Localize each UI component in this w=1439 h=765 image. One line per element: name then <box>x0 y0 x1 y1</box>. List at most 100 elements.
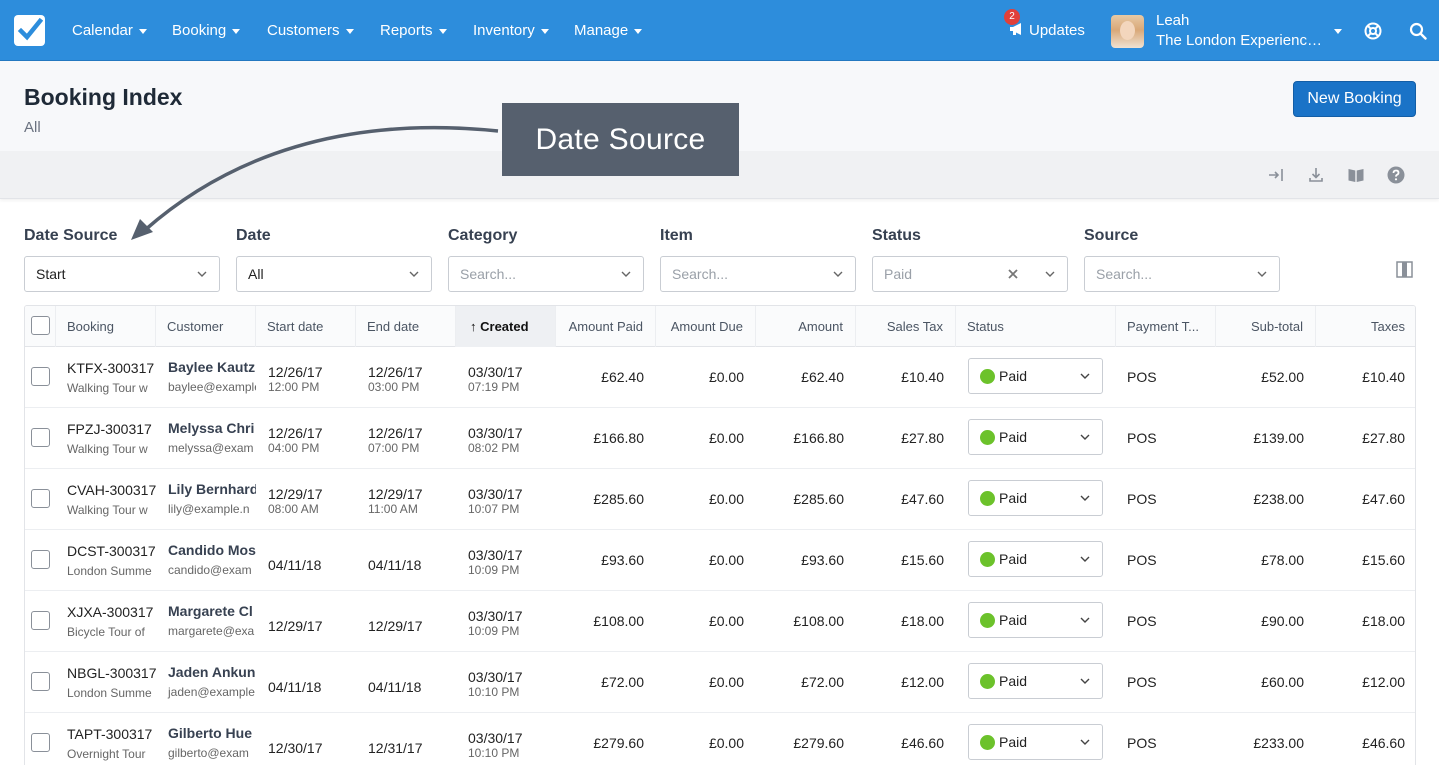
booking-id[interactable]: TAPT-300317 <box>67 726 153 742</box>
chevron-down-icon <box>1080 678 1090 684</box>
booking-id[interactable]: FPZJ-300317 <box>67 421 152 437</box>
booking-cell[interactable]: CVAH-300317 Walking Tour w <box>56 469 156 530</box>
booking-cell[interactable]: XJXA-300317 Bicycle Tour of <box>56 591 156 652</box>
column-booking[interactable]: Booking <box>56 306 156 347</box>
nav-manage[interactable]: Manage <box>574 22 643 39</box>
booking-cell[interactable]: KTFX-300317 Walking Tour w <box>56 347 156 408</box>
user-company[interactable]: The London Experienc… <box>1156 32 1322 49</box>
customer-name[interactable]: Gilberto Hue <box>168 725 253 741</box>
columns-icon[interactable] <box>1396 261 1413 278</box>
row-checkbox[interactable] <box>31 428 50 447</box>
status-select[interactable]: Paid <box>968 541 1103 577</box>
booking-id[interactable]: CVAH-300317 <box>67 482 156 498</box>
item-select[interactable]: Search... <box>660 256 856 292</box>
sign-in-icon[interactable] <box>1267 166 1285 184</box>
status-select[interactable]: Paid <box>968 419 1103 455</box>
download-icon[interactable] <box>1307 166 1325 184</box>
column-payment-type[interactable]: Payment T... <box>1116 306 1216 347</box>
customer-name[interactable]: Lily Bernhard <box>168 481 256 497</box>
source-select[interactable]: Search... <box>1084 256 1280 292</box>
customer-cell[interactable]: Candido Mos candido@exam <box>156 530 256 591</box>
column-amount-due[interactable]: Amount Due <box>656 306 756 347</box>
nav-reports[interactable]: Reports <box>380 22 447 39</box>
date-source-select[interactable]: Start <box>24 256 220 292</box>
table-row[interactable]: CVAH-300317 Walking Tour w Lily Bernhard… <box>25 469 1415 530</box>
customer-name[interactable]: Baylee Kautz <box>168 359 256 375</box>
new-booking-button[interactable]: New Booking <box>1293 81 1416 117</box>
select-all-checkbox[interactable] <box>31 316 50 335</box>
row-select-cell <box>25 652 56 713</box>
row-checkbox[interactable] <box>31 489 50 508</box>
source-placeholder: Search... <box>1096 266 1153 282</box>
status-filter-select[interactable]: Paid <box>872 256 1068 292</box>
column-start-date[interactable]: Start date <box>256 306 356 347</box>
lifebuoy-icon[interactable] <box>1364 22 1382 40</box>
filter-label-source: Source <box>1084 227 1139 244</box>
updates-button[interactable]: Updates <box>1009 22 1085 39</box>
sales-tax-cell: £46.60 <box>901 735 944 751</box>
row-checkbox[interactable] <box>31 611 50 630</box>
booking-id[interactable]: XJXA-300317 <box>67 604 154 620</box>
status-select[interactable]: Paid <box>968 358 1103 394</box>
column-sales-tax[interactable]: Sales Tax <box>856 306 956 347</box>
customer-name[interactable]: Jaden Ankun <box>168 664 256 680</box>
booking-cell[interactable]: FPZJ-300317 Walking Tour w <box>56 408 156 469</box>
table-row[interactable]: FPZJ-300317 Walking Tour w Melyssa Chri … <box>25 408 1415 469</box>
nav-booking[interactable]: Booking <box>172 22 241 39</box>
booking-id[interactable]: NBGL-300317 <box>67 665 156 681</box>
search-icon[interactable] <box>1409 22 1427 40</box>
status-select[interactable]: Paid <box>968 480 1103 516</box>
customer-cell[interactable]: Melyssa Chri melyssa@exam <box>156 408 256 469</box>
status-select[interactable]: Paid <box>968 663 1103 699</box>
booking-id[interactable]: DCST-300317 <box>67 543 156 559</box>
booking-cell[interactable]: NBGL-300317 London Summe <box>56 652 156 713</box>
user-menu-chevron-icon[interactable] <box>1334 29 1342 34</box>
user-name[interactable]: Leah <box>1156 12 1190 29</box>
customer-name[interactable]: Melyssa Chri <box>168 420 255 436</box>
customer-cell[interactable]: Margarete Cl margarete@exa <box>156 591 256 652</box>
table-row[interactable]: DCST-300317 London Summe Candido Mos can… <box>25 530 1415 591</box>
column-customer[interactable]: Customer <box>156 306 256 347</box>
row-checkbox[interactable] <box>31 367 50 386</box>
table-row[interactable]: TAPT-300317 Overnight Tour Gilberto Hue … <box>25 713 1415 765</box>
row-checkbox[interactable] <box>31 550 50 569</box>
customer-cell[interactable]: Lily Bernhard lily@example.n <box>156 469 256 530</box>
column-subtotal[interactable]: Sub-total <box>1216 306 1316 347</box>
end-date-cell-date: 12/29/17 <box>368 618 423 634</box>
close-icon[interactable] <box>1007 268 1019 280</box>
row-checkbox[interactable] <box>31 733 50 752</box>
column-amount-paid[interactable]: Amount Paid <box>556 306 656 347</box>
booking-id[interactable]: KTFX-300317 <box>67 360 155 376</box>
book-icon[interactable] <box>1347 166 1365 184</box>
customer-name[interactable]: Margarete Cl <box>168 603 253 619</box>
column-created[interactable]: ↑ Created <box>456 306 556 347</box>
app-logo-icon[interactable] <box>14 15 45 46</box>
question-icon[interactable] <box>1387 166 1405 184</box>
customer-cell[interactable]: Baylee Kautz baylee@example <box>156 347 256 408</box>
customer-email: melyssa@exam <box>168 441 254 455</box>
date-select[interactable]: All <box>236 256 432 292</box>
column-end-date[interactable]: End date <box>356 306 456 347</box>
nav-inventory[interactable]: Inventory <box>473 22 549 39</box>
table-row[interactable]: XJXA-300317 Bicycle Tour of Margarete Cl… <box>25 591 1415 652</box>
booking-cell[interactable]: DCST-300317 London Summe <box>56 530 156 591</box>
booking-cell[interactable]: TAPT-300317 Overnight Tour <box>56 713 156 765</box>
status-select[interactable]: Paid <box>968 602 1103 638</box>
status-select[interactable]: Paid <box>968 724 1103 760</box>
table-row[interactable]: KTFX-300317 Walking Tour w Baylee Kautz … <box>25 347 1415 408</box>
customer-name[interactable]: Candido Mos <box>168 542 256 558</box>
avatar[interactable] <box>1111 15 1144 48</box>
column-status[interactable]: Status <box>956 306 1116 347</box>
nav-calendar[interactable]: Calendar <box>72 22 147 39</box>
table-row[interactable]: NBGL-300317 London Summe Jaden Ankun jad… <box>25 652 1415 713</box>
chevron-down-icon <box>540 28 549 34</box>
column-taxes[interactable]: Taxes <box>1371 319 1405 334</box>
category-select[interactable]: Search... <box>448 256 644 292</box>
nav-customers[interactable]: Customers <box>267 22 354 39</box>
column-amount[interactable]: Amount <box>756 306 856 347</box>
customer-cell[interactable]: Gilberto Hue gilberto@exam <box>156 713 256 765</box>
customer-cell[interactable]: Jaden Ankun jaden@example <box>156 652 256 713</box>
booking-table: Booking Customer Start date End date ↑ C… <box>24 305 1416 765</box>
row-checkbox[interactable] <box>31 672 50 691</box>
header-select-all[interactable] <box>25 306 56 347</box>
